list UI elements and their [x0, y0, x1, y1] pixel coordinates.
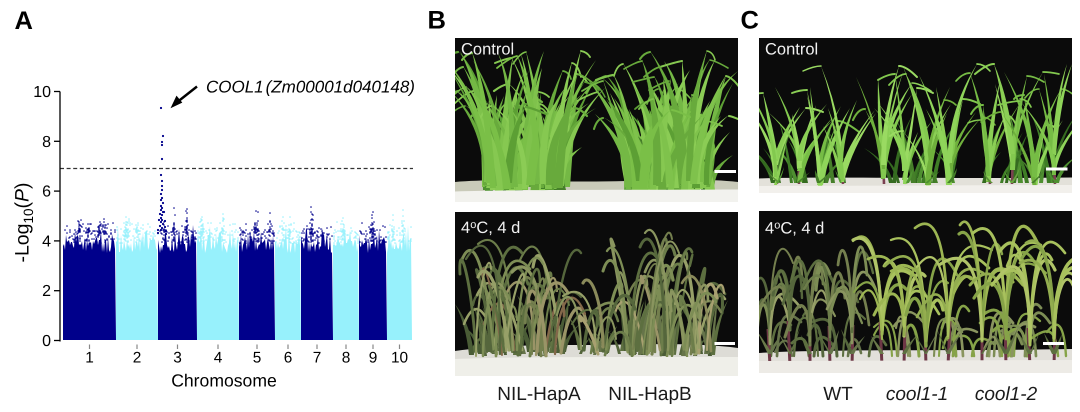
svg-text:6: 6: [284, 349, 293, 366]
svg-text:5: 5: [253, 349, 262, 366]
svg-text:4: 4: [42, 233, 51, 250]
svg-text:9: 9: [369, 349, 378, 366]
svg-text:C: C: [741, 7, 759, 35]
svg-text:4: 4: [214, 349, 223, 366]
svg-text:3: 3: [173, 349, 182, 366]
svg-text:Control: Control: [461, 41, 514, 59]
svg-text:WT: WT: [823, 384, 853, 405]
svg-text:NIL-HapB: NIL-HapB: [608, 384, 691, 405]
svg-text:4oC, 4 d: 4oC, 4 d: [765, 220, 824, 238]
svg-text:10: 10: [391, 349, 408, 366]
svg-text:10: 10: [33, 84, 51, 101]
svg-text:2: 2: [42, 283, 51, 300]
svg-text:NIL-HapA: NIL-HapA: [497, 384, 581, 405]
svg-text:0: 0: [42, 333, 51, 350]
svg-text:1: 1: [85, 349, 94, 366]
svg-text:7: 7: [313, 349, 322, 366]
svg-text:8: 8: [342, 349, 351, 366]
svg-text:Chromosome: Chromosome: [171, 371, 277, 391]
svg-text:Control: Control: [765, 41, 818, 59]
svg-text:B: B: [428, 7, 446, 35]
svg-text:6: 6: [42, 184, 51, 201]
svg-text:A: A: [15, 7, 33, 35]
svg-text:cool1-1: cool1-1: [886, 384, 948, 405]
svg-text:cool1-2: cool1-2: [975, 384, 1038, 405]
svg-text:8: 8: [42, 134, 51, 151]
svg-text:COOL1(Zm00001d040148): COOL1 (Zm00001d040148): [206, 78, 415, 97]
svg-text:4oC, 4 d: 4oC, 4 d: [461, 219, 520, 237]
svg-text:2: 2: [133, 349, 142, 366]
